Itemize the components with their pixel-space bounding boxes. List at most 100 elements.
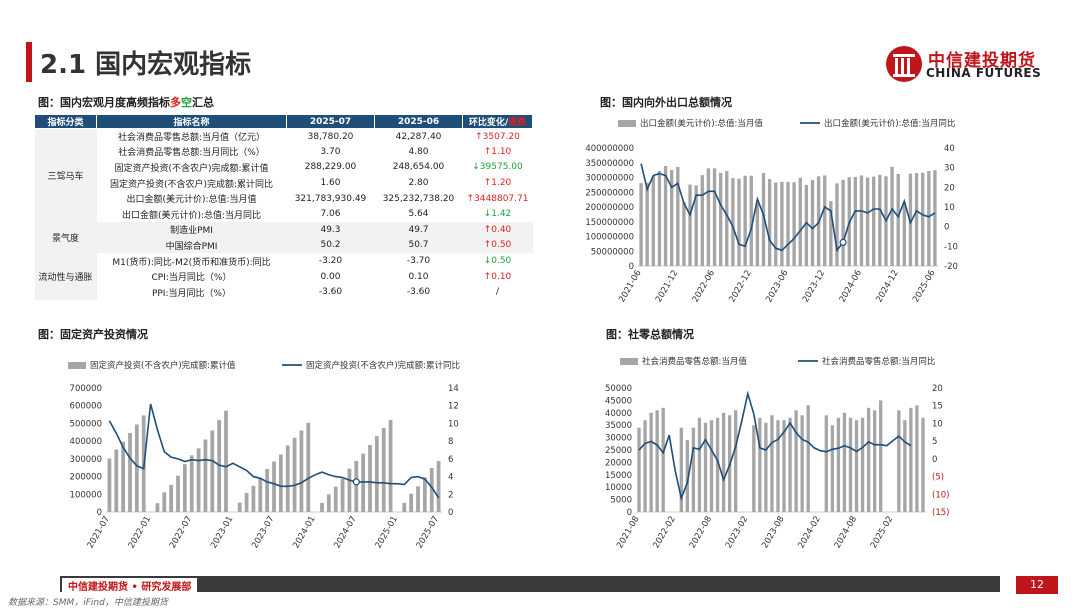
bar-mark	[752, 425, 756, 512]
row-change: ↓39575.00	[472, 162, 523, 173]
row-current-value: -3.60	[318, 287, 343, 298]
bar-mark	[734, 410, 738, 512]
x-tick-label: 2025-02	[869, 515, 895, 551]
row-name: CPI:当月同比（%）	[151, 273, 232, 284]
bar-mark	[731, 178, 735, 266]
bar-mark	[685, 440, 690, 512]
bar-mark	[860, 417, 865, 512]
row-current-value: -3.20	[318, 256, 343, 267]
row-previous-value: 5.64	[408, 209, 429, 220]
y-left-tick-label: 45000	[605, 396, 632, 406]
retail-chart: 社会消费品零售总额:当月值 社会消费品零售总额:当月同比0500010000150…	[605, 356, 950, 551]
bar-mark	[368, 445, 372, 512]
bar-mark	[643, 420, 647, 512]
table-row: 中国综合PMI 50.2 50.7 ↑0.50	[35, 237, 533, 254]
bar-mark	[933, 170, 937, 266]
bar-mark	[841, 179, 845, 266]
x-tick-label: 2023-06	[764, 269, 790, 305]
y-right-tick-label: 2	[448, 490, 453, 500]
line-marker	[352, 478, 360, 486]
row-name: 出口金额(美元计价):总值:当月同比	[121, 210, 262, 221]
bar-mark	[848, 417, 853, 512]
bar-mark	[767, 178, 772, 266]
row-name: 制造业PMI	[96, 222, 287, 238]
bar-mark	[755, 203, 760, 266]
x-tick-label: 2023-08	[760, 515, 786, 551]
bar-mark	[921, 172, 925, 266]
bar-mark	[272, 461, 276, 512]
y-left-tick-label: 0	[629, 262, 634, 272]
table-row: 社会消费品零售总额:当月同比（%） 3.70 4.80 ↑1.10	[35, 144, 533, 160]
legend-bar-swatch	[618, 120, 636, 127]
y-right-tick-label: 4	[448, 473, 453, 483]
row-previous-value: -3.70	[406, 256, 431, 267]
bar-mark	[655, 410, 659, 512]
legend-bar-swatch	[620, 358, 638, 365]
bar-mark	[921, 417, 925, 512]
y-left-tick-label: 100000000	[585, 233, 634, 243]
bar-mark	[842, 412, 847, 512]
bar-mark	[903, 420, 907, 512]
bar-mark	[776, 420, 780, 512]
row-name: 固定资产投资(不含农户)完成额:累计值	[114, 163, 269, 174]
bar-mark	[829, 201, 833, 266]
row-change: /	[495, 287, 500, 298]
y-right-tick-label: 40	[944, 144, 955, 154]
bar-mark	[798, 177, 802, 266]
data-source: 数据来源：SMM，iFind，中信建投期货	[8, 598, 168, 608]
y-right-tick-label: 5	[932, 437, 937, 447]
bar-mark	[217, 419, 222, 512]
export-chart-title: 图：国内向外出口总额情况	[600, 96, 732, 109]
x-tick-label: 2022-12	[727, 269, 753, 305]
bar-mark	[879, 400, 883, 512]
y-right-tick-label: 20	[932, 384, 943, 394]
bar-mark	[794, 410, 798, 512]
bar-mark	[800, 415, 804, 512]
bar-mark	[637, 427, 641, 512]
bar-mark	[758, 417, 762, 512]
row-current-value: 49.3	[286, 222, 375, 238]
x-tick-label: 2022-07	[168, 515, 194, 551]
bar-mark	[422, 477, 427, 512]
x-tick-label: 2021-08	[615, 515, 641, 551]
bar-mark	[915, 405, 919, 512]
y-left-tick-label: 35000	[605, 421, 632, 431]
row-change: ↓1.42	[483, 209, 512, 220]
y-right-tick-label: -10	[944, 242, 958, 252]
row-previous-value: 0.10	[408, 271, 429, 282]
bar-mark	[721, 412, 726, 512]
bar-mark	[706, 168, 711, 266]
bar-mark	[688, 184, 692, 266]
company-logo-icon	[886, 46, 922, 82]
y-left-tick-label: 200000	[70, 473, 102, 483]
legend-bar-label: 出口金额(美元计价):总值:当月值	[640, 118, 763, 129]
bar-mark	[651, 176, 655, 266]
y-left-tick-label: 5000	[610, 496, 632, 506]
bar-mark	[326, 494, 331, 512]
y-left-tick-label: 10000	[605, 483, 632, 493]
bar-mark	[770, 415, 774, 512]
bar-mark	[830, 425, 835, 512]
table-row: 出口金额(美元计价):总值:当月值 321,783,930.49 325,232,7…	[35, 191, 533, 207]
row-category: 流动性与通胀	[34, 253, 97, 301]
x-tick-label: 2021-07	[86, 515, 112, 551]
bar-mark	[835, 183, 839, 266]
fixed-asset-chart: 固定资产投资(不含农户)完成额:累计值 固定资产投资(不含农户)完成额:累计同比 0…	[68, 360, 460, 551]
bar-mark	[700, 175, 704, 266]
bar-mark	[107, 458, 112, 512]
x-tick-label: 2024-06	[838, 269, 864, 305]
y-right-tick-label: 0	[932, 455, 937, 465]
retail-chart-title: 图：社零总额情况	[606, 328, 694, 341]
table-header-row: 指标分类 指标名称 2025-07 2025-06 环比变化/涨跌	[34, 114, 533, 129]
table-row: CPI:当月同比（%） 0.00 0.10 ↑0.10	[35, 269, 533, 285]
x-tick-label: 2021-12	[654, 269, 680, 305]
footer-bar	[60, 576, 1000, 592]
bar-mark	[878, 174, 882, 266]
th-change: 环比变化/涨跌	[462, 114, 533, 129]
y-right-tick-label: 10	[944, 203, 955, 213]
page-number: 12	[1016, 576, 1058, 594]
logo-english-name: CHINA FUTURES	[926, 66, 1042, 80]
th-previous: 2025-06	[374, 114, 463, 129]
x-tick-label: 2024-12	[874, 269, 900, 305]
y-left-tick-label: 400000000	[585, 144, 634, 154]
